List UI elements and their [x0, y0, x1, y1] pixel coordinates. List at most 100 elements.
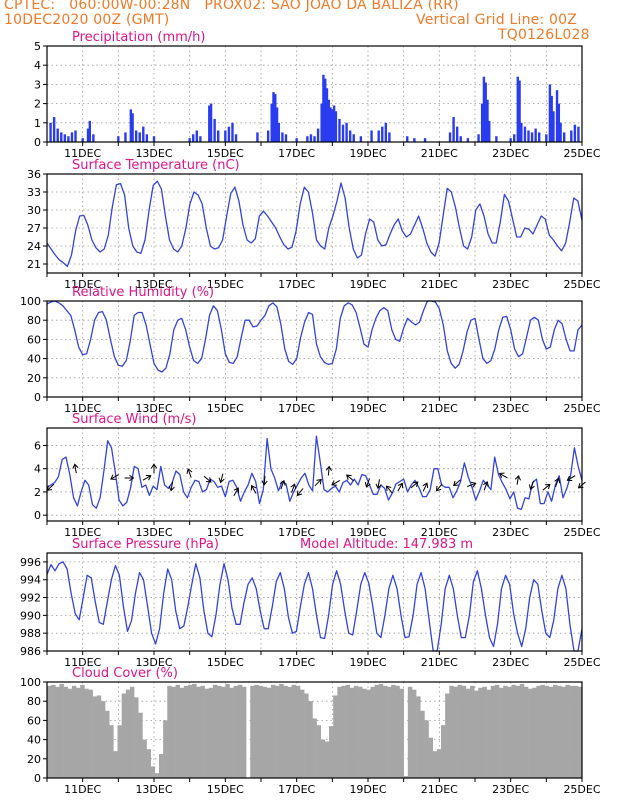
y-tick-label: 1 [34, 117, 41, 130]
cloud-column [411, 689, 417, 778]
precip-bar [486, 99, 489, 142]
cloud-column [283, 685, 288, 778]
cloud-column [461, 685, 467, 778]
precip-bar [334, 111, 338, 142]
precip-bar [484, 82, 487, 142]
cloud-column [523, 686, 529, 778]
precip-bar [117, 136, 120, 142]
cloud-column [266, 687, 272, 778]
panel-title: Precipitation (mm/h) [72, 30, 205, 45]
cloud-column [548, 686, 554, 778]
precip-bar [188, 138, 191, 142]
cloud-column [67, 688, 73, 778]
wind-arrow [567, 475, 576, 481]
x-tick-label: 13DEC [135, 402, 172, 415]
cloud-column [275, 685, 280, 778]
x-tick-label: 15DEC [207, 783, 244, 796]
precip-bar [195, 130, 198, 142]
wind-arrow-head [150, 463, 158, 469]
wind-arrow [142, 475, 152, 481]
precip-bar [523, 126, 527, 142]
cloud-column [532, 687, 537, 778]
precip-bar [309, 134, 313, 142]
panel-frame [46, 427, 583, 522]
precip-bar [142, 126, 145, 142]
wind-arrow-head [422, 482, 429, 489]
precip-bar [384, 122, 388, 142]
precip-bar [466, 138, 470, 142]
precip-bar [63, 134, 67, 142]
cloud-column [63, 686, 69, 778]
cloud-column [536, 685, 541, 778]
y-tick-label: 994 [20, 574, 41, 587]
cloud-column [55, 686, 60, 778]
cloud-column [337, 686, 342, 778]
wind-arrow [346, 474, 354, 482]
wind-arrow [251, 485, 257, 494]
y-tick-label: 20 [27, 753, 41, 766]
x-tick-label: 13DEC [135, 783, 172, 796]
y-tick-label: 5 [34, 40, 41, 53]
y-tick-label: 986 [20, 645, 41, 658]
precip-bar [480, 103, 484, 142]
cloud-column [76, 687, 81, 778]
wind-arrow [331, 479, 341, 486]
precip-bar [545, 134, 548, 142]
x-tick-label: 17DEC [278, 783, 315, 796]
cloud-column [416, 696, 421, 778]
cloud-column [204, 688, 210, 778]
precip-bar [352, 134, 355, 142]
cloud-column [329, 726, 334, 778]
precip-bar [331, 109, 334, 142]
precip-bar [423, 138, 427, 142]
panel-title: Surface Wind (m/s) [72, 412, 196, 427]
wind-arrow-head [483, 481, 489, 487]
y-tick-label: 992 [20, 592, 41, 605]
header-model-id: TQ0126L028 [498, 27, 590, 43]
wind-arrow [467, 482, 476, 487]
cloud-column [225, 683, 230, 778]
precip-bar [277, 122, 281, 142]
cloud-column [428, 737, 433, 778]
cloud-column [125, 689, 131, 778]
cloud-column [217, 685, 222, 778]
wind-arrow [296, 488, 304, 496]
y-tick-label: 21 [27, 258, 41, 271]
precip-bar [455, 126, 459, 142]
x-tick-label: 21DEC [421, 402, 458, 415]
wind-arrow-head [514, 474, 521, 481]
panel-6 [43, 681, 583, 782]
wind-arrow-head [566, 475, 573, 482]
x-tick-label: 21DEC [421, 526, 458, 539]
precip-bar [557, 103, 561, 142]
cloud-column [366, 689, 371, 778]
y-tick-label: 40 [27, 353, 41, 366]
precip-bar [209, 103, 213, 142]
x-tick-label: 15DEC [207, 402, 244, 415]
precip-bar [213, 118, 216, 142]
wind-arrow-head [435, 485, 442, 492]
wind-arrow [263, 475, 266, 485]
x-tick-label: 11DEC [64, 402, 101, 415]
cloud-column [573, 685, 579, 778]
x-tick-label: 19DEC [349, 783, 386, 796]
x-tick-label: 23DEC [492, 783, 529, 796]
y-tick-label: 988 [20, 627, 41, 640]
precip-bar [332, 105, 336, 142]
cloud-column [179, 687, 185, 778]
wind-arrow-head [72, 463, 79, 469]
precip-bar [559, 122, 562, 142]
cloud-column [453, 686, 458, 778]
cloud-column [341, 685, 346, 778]
panel-frame [46, 681, 583, 779]
precip-bar [345, 122, 348, 142]
y-tick-label: 0 [34, 391, 41, 404]
cloud-column [291, 684, 297, 778]
cloud-column [109, 725, 114, 778]
precip-bar [227, 126, 231, 142]
precip-bar [325, 88, 329, 142]
cloud-column [212, 684, 218, 778]
precip-bar [413, 138, 416, 142]
wind-arrow [314, 479, 322, 487]
wind-arrow-head [206, 477, 212, 483]
